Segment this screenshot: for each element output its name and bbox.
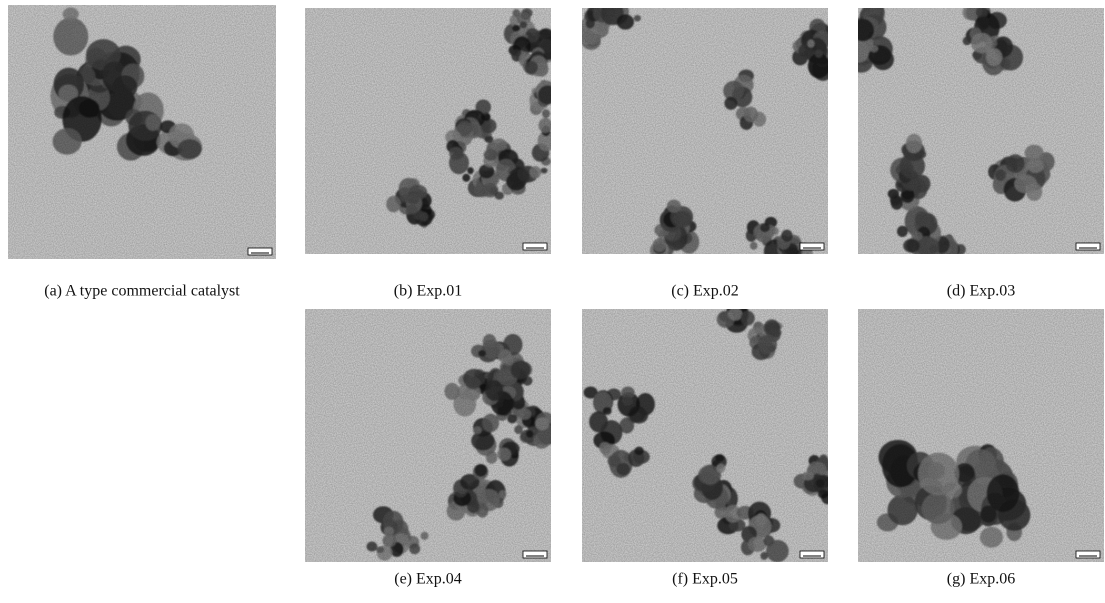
panel-caption: (d) Exp.03 <box>947 283 1015 300</box>
tem-image <box>8 5 276 259</box>
scale-bar <box>799 242 825 251</box>
panel-caption: (f) Exp.05 <box>672 571 738 588</box>
tem-image <box>582 8 828 254</box>
scale-bar <box>247 247 273 256</box>
panel-caption: (b) Exp.01 <box>394 283 462 300</box>
panel-caption: (e) Exp.04 <box>394 571 462 588</box>
grain <box>858 8 1104 254</box>
tem-image <box>858 8 1104 254</box>
grain <box>8 5 276 259</box>
scale-bar <box>1075 550 1101 559</box>
panel-caption: (g) Exp.06 <box>947 571 1015 588</box>
panel-caption: (c) Exp.02 <box>671 283 739 300</box>
tem-image <box>305 8 551 254</box>
grain <box>305 309 551 562</box>
tem-image <box>305 309 551 562</box>
scale-bar <box>522 242 548 251</box>
tem-image <box>858 309 1104 562</box>
panel-caption: (a) A type commercial catalyst <box>44 283 240 300</box>
scale-bar <box>799 550 825 559</box>
scale-bar <box>522 550 548 559</box>
grain <box>582 309 828 562</box>
grain <box>582 8 828 254</box>
scale-bar <box>1075 242 1101 251</box>
grain <box>305 8 551 254</box>
tem-image <box>582 309 828 562</box>
grain <box>858 309 1104 562</box>
